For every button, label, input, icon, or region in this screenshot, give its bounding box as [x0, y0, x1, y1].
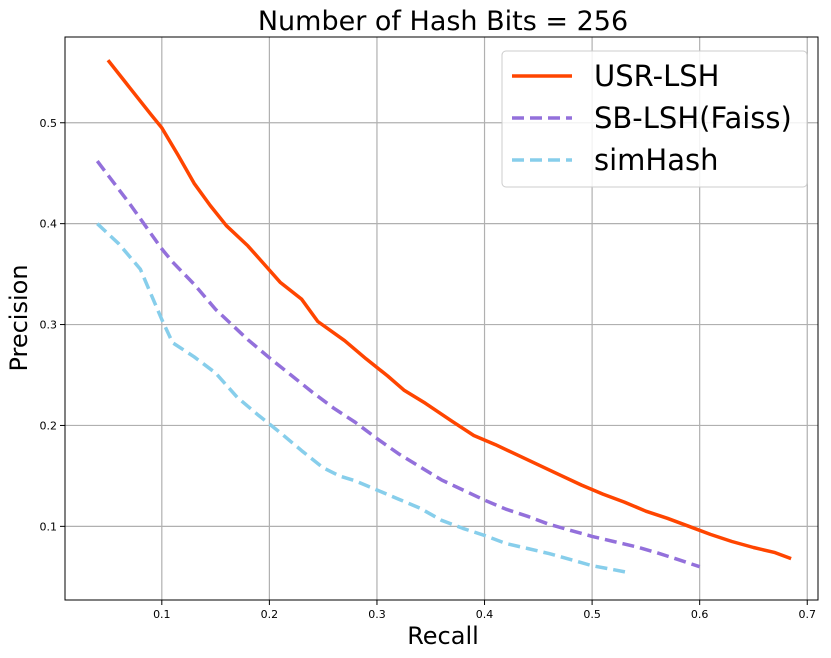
- y-tick-label: 0.4: [40, 218, 58, 231]
- x-tick-label: 0.1: [153, 608, 171, 621]
- legend-label: simHash: [594, 143, 718, 177]
- y-axis: 0.1 0.2 0.3 0.4 0.5: [40, 117, 65, 533]
- legend-label: SB-LSH(Faiss): [594, 101, 792, 135]
- legend-label: USR-LSH: [594, 59, 719, 93]
- y-tick-label: 0.2: [40, 419, 58, 432]
- plot-frame: [64, 36, 819, 601]
- y-tick-label: 0.1: [40, 520, 58, 533]
- x-tick-label: 0.6: [691, 608, 709, 621]
- x-tick-label: 0.2: [261, 608, 279, 621]
- y-tick-label: 0.5: [40, 117, 58, 130]
- x-axis-label: Recall: [407, 622, 479, 650]
- y-tick-label: 0.3: [40, 319, 58, 332]
- series-line-simhash: [96, 222, 631, 575]
- x-tick-label: 0.4: [476, 608, 494, 621]
- x-axis: 0.1 0.2 0.3 0.4 0.5 0.6 0.7: [153, 600, 816, 621]
- chart-title: Number of Hash Bits = 256: [258, 6, 628, 37]
- x-tick-label: 0.3: [368, 608, 386, 621]
- legend: USR-LSH SB-LSH(Faiss) simHash: [501, 50, 808, 188]
- legend-box: [501, 50, 808, 188]
- series-line-sb-lsh-faiss: [95, 160, 701, 569]
- y-axis-label: Precision: [5, 264, 33, 371]
- x-tick-label: 0.5: [583, 608, 601, 621]
- series-lines: [95, 59, 792, 575]
- x-tick-label: 0.7: [798, 608, 816, 621]
- series-line-usr-lsh: [106, 59, 792, 561]
